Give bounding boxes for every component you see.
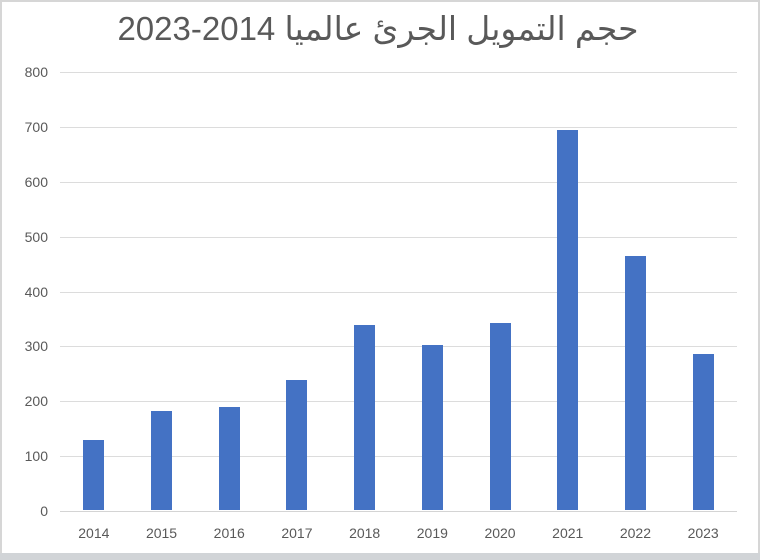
bar-2017 <box>286 379 308 510</box>
y-axis-tick-label: 600 <box>24 173 48 190</box>
y-axis-tick-label: 500 <box>24 228 48 245</box>
x-axis-tick-label: 2018 <box>349 525 381 541</box>
bar-2018 <box>354 324 376 510</box>
y-axis-tick-label: 0 <box>40 503 48 519</box>
x-axis-tick-label: 2017 <box>281 525 313 541</box>
y-axis: 0 100 200 300 400 500 600 700 800 <box>0 0 48 560</box>
bar-2016 <box>218 407 240 510</box>
y-axis-tick-label: 300 <box>24 338 48 355</box>
x-axis-tick-label: 2021 <box>552 525 584 541</box>
x-axis: 2014 2015 2016 2017 2018 2019 2020 2021 2022 2023 <box>60 521 737 545</box>
gridline <box>60 346 737 348</box>
bar-2014 <box>83 440 105 510</box>
x-axis-line <box>60 511 737 512</box>
bar-2020 <box>489 323 511 510</box>
window-bottom-edge <box>0 553 760 560</box>
x-axis-tick-label: 2019 <box>416 525 448 541</box>
gridline <box>60 401 737 403</box>
gridline <box>60 456 737 458</box>
x-axis-tick-label: 2020 <box>484 525 516 541</box>
window-left-border <box>0 0 2 560</box>
plot-area <box>60 72 737 512</box>
gridline <box>60 236 737 238</box>
gridline <box>60 181 737 183</box>
bar-2023 <box>692 353 714 510</box>
x-axis-tick-label: 2014 <box>78 525 110 541</box>
chart-title: حجم التمويل الجرئ عالميا 2014-2023 <box>117 10 639 47</box>
bar-2019 <box>421 345 443 510</box>
x-axis-tick-label: 2022 <box>619 525 652 541</box>
bar-2015 <box>151 411 173 510</box>
y-axis-tick-label: 700 <box>24 118 48 135</box>
x-axis-tick-label: 2015 <box>145 525 178 541</box>
window-right-border <box>758 0 760 560</box>
x-axis-tick-label: 2023 <box>687 525 719 541</box>
bar-2021 <box>557 129 579 510</box>
gridline <box>60 126 737 128</box>
y-axis-tick-label: 400 <box>24 283 48 300</box>
y-axis-tick-label: 200 <box>24 393 48 410</box>
bar-2022 <box>624 256 646 510</box>
x-axis-tick-label: 2016 <box>213 525 245 541</box>
window-top-border <box>0 0 760 2</box>
gridline <box>60 291 737 293</box>
y-axis-tick-label: 800 <box>24 64 48 80</box>
y-axis-tick-label: 100 <box>24 448 48 465</box>
gridline <box>60 72 737 73</box>
